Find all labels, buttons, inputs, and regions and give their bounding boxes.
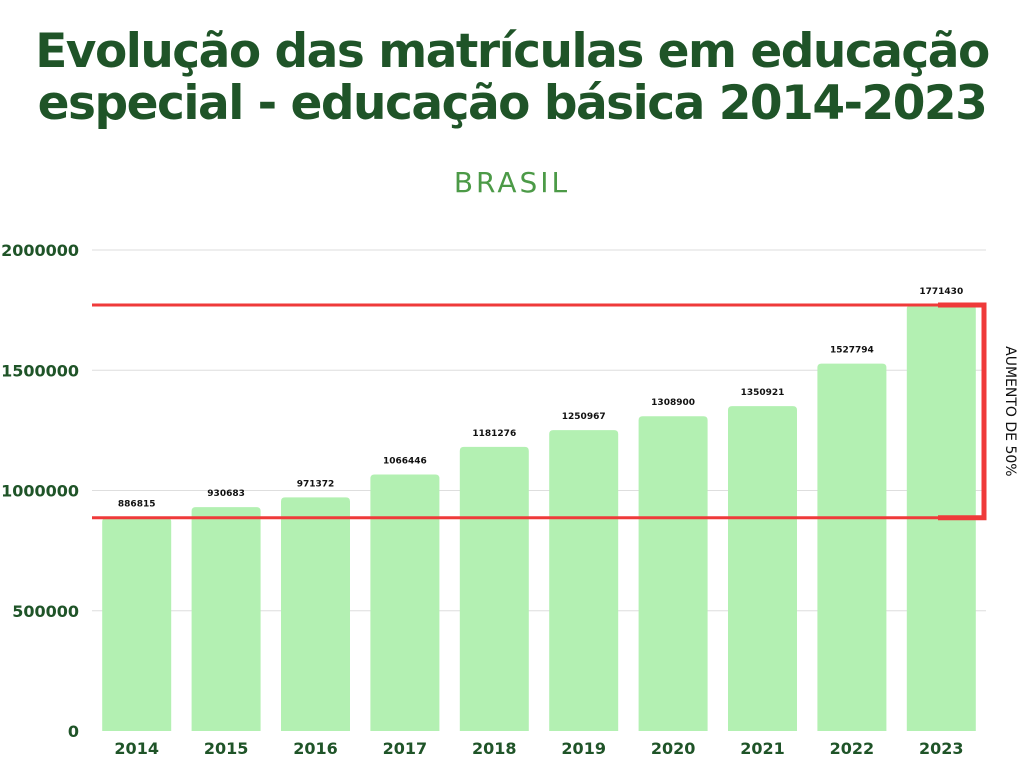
bar xyxy=(191,507,261,731)
y-tick-label: 2000000 xyxy=(1,241,79,260)
data-label: 1181276 xyxy=(472,429,516,439)
y-tick-label: 0 xyxy=(68,722,79,741)
x-tick-label: 2022 xyxy=(830,739,875,758)
chart-title-line-1: Evolução das matrículas em educação xyxy=(35,24,990,79)
x-tick-label: 2014 xyxy=(114,739,159,758)
data-labels: 886815 930683 971372 1066446 1181276 1250967 1… xyxy=(118,287,963,510)
y-tick-label: 1500000 xyxy=(1,361,79,380)
increase-bracket xyxy=(938,302,987,521)
x-tick-label: 2016 xyxy=(293,739,338,758)
bar xyxy=(549,430,619,731)
data-label: 1771430 xyxy=(919,287,963,297)
increase-annotation-label: AUMENTO DE 50% xyxy=(1002,346,1018,476)
data-label: 1250967 xyxy=(562,412,606,422)
x-tick-label: 2021 xyxy=(740,739,785,758)
x-tick-label: 2023 xyxy=(919,739,964,758)
bar xyxy=(281,497,350,731)
x-tick-label: 2019 xyxy=(561,739,606,758)
bar xyxy=(638,416,708,731)
y-axis: 0 500000 1000000 1500000 2000000 xyxy=(1,241,79,741)
x-tick-label: 2015 xyxy=(204,739,249,758)
bar xyxy=(728,406,797,731)
increase-annotation: AUMENTO DE 50% xyxy=(92,302,1018,521)
y-tick-label: 1000000 xyxy=(1,482,79,501)
data-label: 930683 xyxy=(207,489,245,499)
data-label: 1350921 xyxy=(741,388,785,398)
bar xyxy=(459,446,529,731)
x-tick-label: 2018 xyxy=(472,739,517,758)
data-label: 971372 xyxy=(297,479,335,489)
y-tick-label: 500000 xyxy=(12,602,79,621)
x-tick-label: 2017 xyxy=(383,739,428,758)
chart-subtitle: BRASIL xyxy=(453,166,571,199)
data-label: 1527794 xyxy=(830,346,874,356)
data-label: 1308900 xyxy=(651,398,695,408)
data-label: 1066446 xyxy=(383,457,427,467)
x-tick-label: 2020 xyxy=(651,739,696,758)
bars xyxy=(102,304,976,731)
chart-title: Evolução das matrículas em educação espe… xyxy=(0,26,1024,130)
bar xyxy=(102,517,172,731)
x-axis: 2014 2015 2016 2017 2018 2019 2020 2021 2022 2023 xyxy=(114,739,963,758)
bar xyxy=(370,474,440,731)
data-label: 886815 xyxy=(118,500,156,510)
chart-title-line-2: especial - educação básica 2014-2023 xyxy=(37,76,988,131)
bar xyxy=(817,363,887,731)
